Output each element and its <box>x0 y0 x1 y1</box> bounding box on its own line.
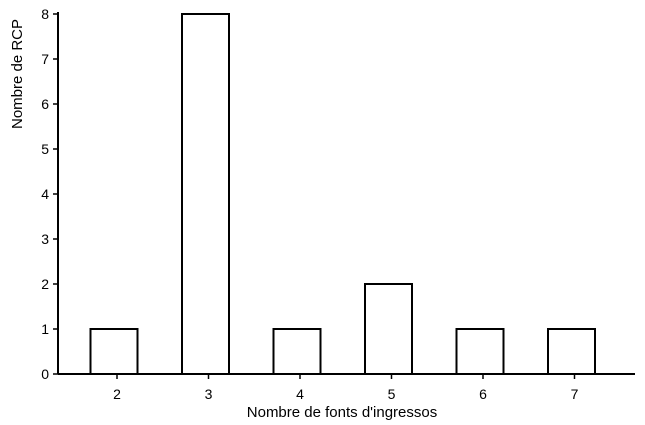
y-tick-label-7: 7 <box>41 51 49 67</box>
bar-6 <box>455 328 505 375</box>
x-tick-label-4: 4 <box>296 386 304 402</box>
y-axis-ticks: 0 1 2 3 4 5 6 7 8 <box>41 6 58 382</box>
x-axis-title: Nombre de fonts d'ingressos <box>247 404 437 421</box>
y-tick-label-1: 1 <box>41 321 49 337</box>
y-tick-label-0: 0 <box>41 366 49 382</box>
bar-7 <box>547 328 596 375</box>
x-tick-label-7: 7 <box>571 386 579 402</box>
bar-4 <box>272 328 322 375</box>
x-tick-label-5: 5 <box>388 386 396 402</box>
bar-3 <box>181 13 230 375</box>
x-tick-label-2: 2 <box>113 386 121 402</box>
x-tick-label-6: 6 <box>479 386 487 402</box>
bars <box>89 13 596 375</box>
bar-5 <box>364 283 413 375</box>
y-tick-label-4: 4 <box>41 186 49 202</box>
y-axis-title: Nombre de RCP <box>9 19 26 129</box>
y-tick-label-2: 2 <box>41 276 49 292</box>
y-tick-label-6: 6 <box>41 96 49 112</box>
y-tick-label-8: 8 <box>41 6 49 22</box>
y-tick-label-3: 3 <box>41 231 49 247</box>
bar-2 <box>89 328 139 375</box>
x-axis-ticks: 2 3 4 5 6 7 <box>113 374 579 402</box>
x-tick-label-3: 3 <box>205 386 213 402</box>
y-tick-label-5: 5 <box>41 141 49 157</box>
